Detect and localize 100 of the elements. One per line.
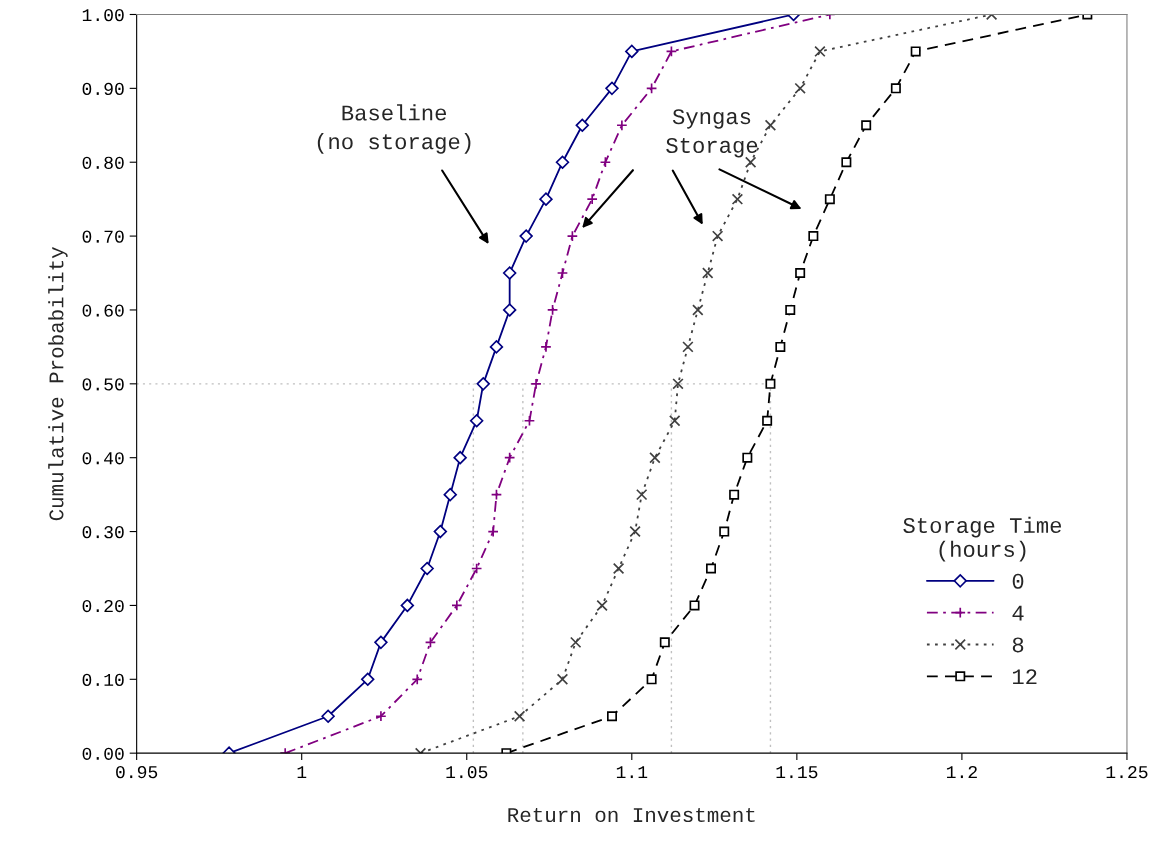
point xyxy=(502,266,517,280)
point xyxy=(616,119,628,131)
point xyxy=(360,672,375,687)
y-tick-label: 0.90 xyxy=(82,82,124,96)
point xyxy=(711,230,724,242)
x-tick-label: 1 xyxy=(297,766,307,779)
annotation: Baseline (no storage) xyxy=(317,104,471,154)
point xyxy=(719,526,730,537)
point xyxy=(375,710,387,722)
point xyxy=(374,635,388,650)
point xyxy=(814,45,826,58)
point xyxy=(706,563,717,574)
point xyxy=(476,377,490,391)
point xyxy=(659,637,670,648)
point xyxy=(490,488,503,501)
y-tick-label: 0.80 xyxy=(82,156,124,169)
point xyxy=(599,156,612,168)
point xyxy=(433,524,448,539)
point xyxy=(569,636,582,649)
y-tick-label: 0.30 xyxy=(82,526,124,539)
point xyxy=(861,120,872,131)
point xyxy=(586,193,598,205)
point xyxy=(470,562,483,575)
point xyxy=(424,636,437,649)
point xyxy=(523,415,536,427)
point xyxy=(451,599,463,612)
x-tick-label: 1.1 xyxy=(616,766,648,779)
point xyxy=(489,340,504,354)
point xyxy=(400,598,415,613)
point xyxy=(605,81,619,96)
y-axis-title: Cumulative Probability xyxy=(48,247,68,521)
point xyxy=(530,378,542,390)
y-tick-label: 0.20 xyxy=(82,599,124,613)
legend-label: 12 xyxy=(1012,669,1037,685)
point xyxy=(539,192,553,206)
x-tick-label: 1.2 xyxy=(946,765,977,779)
point xyxy=(682,341,694,353)
point xyxy=(702,267,714,279)
point xyxy=(765,378,776,389)
point xyxy=(808,231,819,242)
legend-label: 0 xyxy=(1012,573,1024,589)
point xyxy=(420,561,434,576)
point xyxy=(794,82,806,95)
point xyxy=(453,450,467,465)
point xyxy=(645,82,658,95)
point xyxy=(612,562,625,575)
point xyxy=(729,489,740,500)
point xyxy=(824,194,835,205)
point xyxy=(321,709,335,723)
point xyxy=(606,711,617,722)
point xyxy=(762,415,773,426)
point xyxy=(890,83,901,94)
point xyxy=(596,599,608,612)
point xyxy=(689,600,700,611)
point xyxy=(502,303,517,317)
point xyxy=(742,452,753,463)
y-tick-label: 0.70 xyxy=(82,230,124,243)
point xyxy=(764,119,777,131)
point xyxy=(566,230,579,242)
point xyxy=(625,44,639,59)
point xyxy=(665,45,678,58)
y-tick-label: 0.10 xyxy=(82,673,124,687)
point xyxy=(411,673,423,685)
y-tick-label: 0.00 xyxy=(82,747,124,760)
point xyxy=(556,673,569,685)
point xyxy=(546,304,559,316)
point xyxy=(629,525,641,538)
y-tick-label: 0.40 xyxy=(82,452,124,465)
point xyxy=(841,157,852,168)
point xyxy=(575,118,590,133)
point xyxy=(513,710,526,722)
x-tick-label: 1.15 xyxy=(776,766,818,779)
y-tick-label: 0.60 xyxy=(82,304,124,317)
legend-title: Storage Time (hours) xyxy=(903,516,1062,562)
x-tick-label: 1.25 xyxy=(1106,765,1148,779)
x-axis-title: Return on Investment xyxy=(508,808,755,823)
point xyxy=(910,46,921,57)
point xyxy=(731,193,744,205)
x-tick-label: 1.05 xyxy=(446,765,488,779)
point xyxy=(775,341,786,352)
point xyxy=(469,414,484,428)
legend-label: 4 xyxy=(1012,605,1024,621)
point xyxy=(692,304,704,316)
point xyxy=(503,451,516,464)
point xyxy=(487,525,499,538)
annotation: Syngas Storage xyxy=(666,109,758,158)
point xyxy=(519,229,533,243)
x-tick-label: 0.95 xyxy=(116,765,158,779)
y-tick-label: 1.00 xyxy=(82,8,124,22)
point xyxy=(795,268,806,279)
point xyxy=(672,378,684,390)
point xyxy=(649,451,661,464)
legend-label: 8 xyxy=(1012,637,1024,653)
point xyxy=(785,304,796,315)
point xyxy=(443,487,457,502)
point xyxy=(669,415,681,427)
y-tick-label: 0.50 xyxy=(82,378,124,391)
point xyxy=(646,674,657,685)
point xyxy=(636,488,648,501)
point xyxy=(556,267,569,279)
